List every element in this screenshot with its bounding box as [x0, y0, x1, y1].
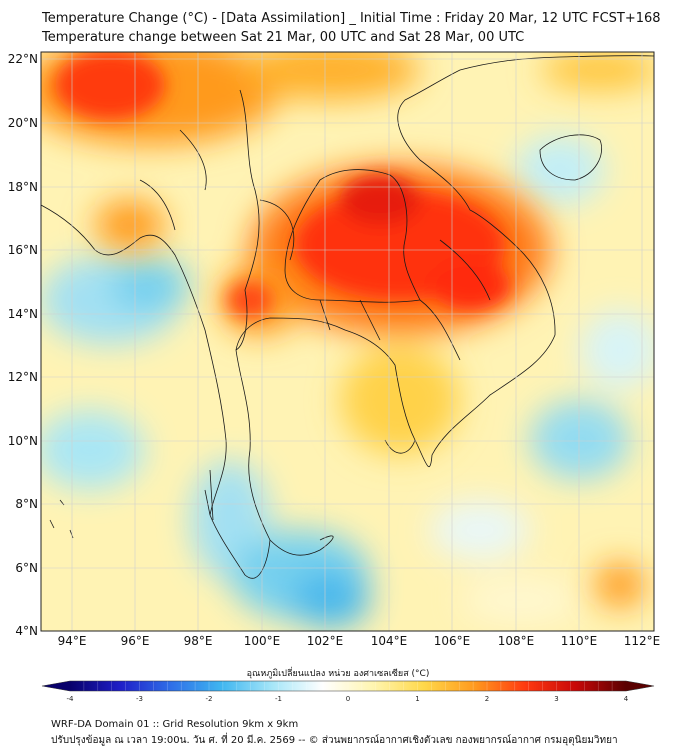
- footer-model-info: WRF-DA Domain 01 :: Grid Resolution 9km …: [51, 719, 299, 730]
- lon-label: 108°E: [498, 634, 535, 648]
- coastlines-and-borders: [41, 55, 654, 579]
- lat-label: 22°N: [8, 52, 38, 66]
- lat-label: 10°N: [8, 434, 38, 448]
- colorbar-tick-label: -1: [275, 695, 282, 703]
- colorbar-tick-label: -2: [206, 695, 213, 703]
- latitude-labels: 22°N 20°N 18°N 16°N 14°N 12°N 10°N 8°N 6…: [8, 52, 38, 638]
- lat-label: 16°N: [8, 243, 38, 257]
- colorbar: -4 -3 -2 -1 0 1 2 3 4: [41, 680, 655, 703]
- lat-label: 14°N: [8, 307, 38, 321]
- lon-label: 94°E: [58, 634, 87, 648]
- lon-label: 106°E: [434, 634, 471, 648]
- colorbar-tick-label: 1: [415, 695, 419, 703]
- colorbar-ticks: -4 -3 -2 -1 0 1 2 3 4: [67, 695, 629, 703]
- lon-label: 102°E: [307, 634, 344, 648]
- map-frame: [40, 51, 655, 632]
- lon-label: 100°E: [244, 634, 281, 648]
- lat-label: 4°N: [15, 624, 38, 638]
- lon-label: 104°E: [371, 634, 408, 648]
- colorbar-tick-label: -3: [136, 695, 143, 703]
- map-title-line-1: Temperature Change (°C) - [Data Assimila…: [42, 11, 661, 26]
- colorbar-tick-label: 2: [485, 695, 489, 703]
- graticule: [41, 52, 654, 631]
- lat-label: 20°N: [8, 116, 38, 130]
- lat-label: 12°N: [8, 370, 38, 384]
- lon-label: 98°E: [184, 634, 213, 648]
- colorbar-title: อุณหภูมิเปลี่ยนแปลง หน่วย องศาเซลเซียส (…: [246, 669, 430, 679]
- colorbar-tick-label: 4: [624, 695, 629, 703]
- colorbar-max-extend: [626, 681, 654, 691]
- colorbar-tick-label: 0: [346, 695, 350, 703]
- colorbar-tick-label: -4: [67, 695, 75, 703]
- colorbar-min-extend: [42, 681, 70, 691]
- lon-label: 112°E: [624, 634, 661, 648]
- lat-label: 18°N: [8, 180, 38, 194]
- colorbar-gradient: [41, 680, 655, 692]
- colorbar-bar: [70, 681, 626, 691]
- lat-label: 8°N: [15, 497, 38, 511]
- lon-label: 110°E: [561, 634, 598, 648]
- map-title-line-2: Temperature change between Sat 21 Mar, 0…: [42, 30, 525, 45]
- lat-label: 6°N: [15, 561, 38, 575]
- temperature-field: [41, 52, 654, 631]
- lon-label: 96°E: [121, 634, 150, 648]
- footer-update-info: ปรับปรุงข้อมูล ณ เวลา 19:00น. วัน ศ. ที่…: [51, 735, 618, 746]
- longitude-labels: 94°E 96°E 98°E 100°E 102°E 104°E 106°E 1…: [58, 634, 661, 648]
- colorbar-tick-label: 3: [554, 695, 558, 703]
